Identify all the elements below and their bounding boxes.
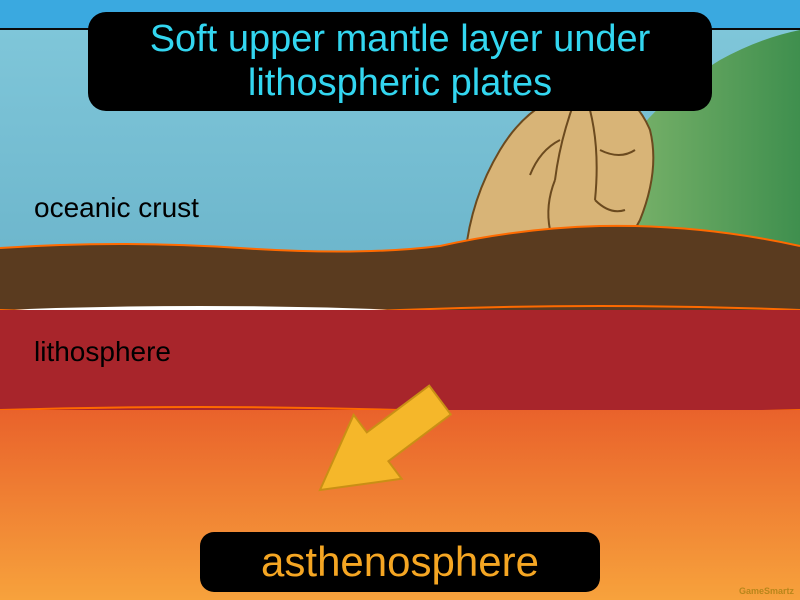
term-box: asthenosphere — [200, 532, 600, 592]
definition-box: Soft upper mantle layer under lithospher… — [88, 12, 712, 111]
watermark: GameSmartz — [739, 586, 794, 596]
lithosphere-label: lithosphere — [34, 336, 171, 368]
diagram-stage: oceanic crust lithosphere Soft upper man… — [0, 0, 800, 600]
definition-text: Soft upper mantle layer under lithospher… — [150, 18, 651, 104]
oceanic-crust-label: oceanic crust — [34, 192, 199, 224]
term-text: asthenosphere — [261, 538, 539, 585]
